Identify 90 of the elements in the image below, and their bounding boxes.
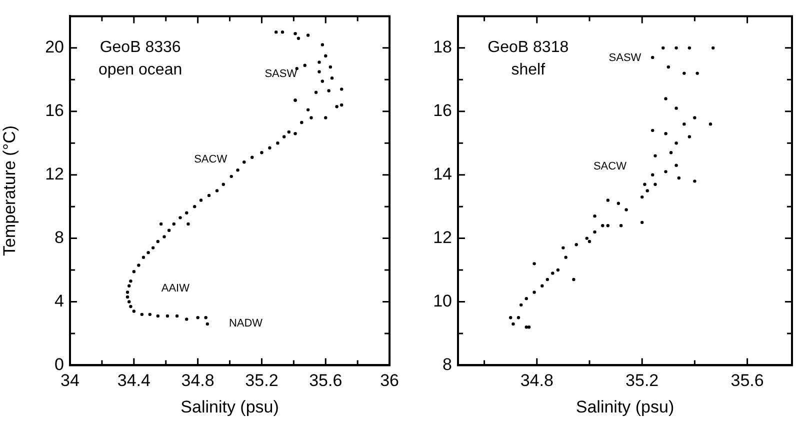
annotation: SACW — [194, 153, 228, 166]
y-axis-title: Temperature (°C) — [0, 125, 19, 256]
point — [574, 243, 578, 246]
annotation: open ocean — [98, 62, 182, 79]
x-axis-title: Salinity (psu) — [180, 397, 279, 416]
point — [664, 170, 668, 174]
point — [601, 224, 604, 228]
point — [551, 272, 554, 275]
point — [651, 56, 654, 60]
point — [674, 46, 678, 50]
y-tick-label: 10 — [433, 291, 452, 310]
y-tick-label: 0 — [54, 354, 64, 374]
point — [606, 198, 610, 202]
point — [651, 128, 654, 132]
point — [532, 262, 536, 266]
point — [646, 189, 649, 192]
annotation: SASW — [608, 52, 642, 64]
point — [588, 240, 592, 244]
annotation: SACW — [593, 160, 628, 172]
point — [532, 290, 536, 294]
point — [654, 182, 657, 186]
point — [662, 46, 665, 50]
x-tick-label: 34 — [60, 371, 80, 390]
point — [640, 195, 644, 199]
annotation: shelf — [511, 62, 546, 79]
y-tick-label: 12 — [433, 228, 452, 247]
y-tick-label: 14 — [433, 164, 452, 184]
annotation: AAIW — [161, 282, 190, 294]
point — [688, 135, 692, 138]
x-tick-label: 34.4 — [117, 371, 150, 390]
point — [693, 180, 696, 183]
point — [664, 132, 668, 136]
point — [562, 246, 565, 250]
point — [674, 142, 678, 145]
point — [509, 316, 512, 320]
point — [708, 122, 712, 126]
y-tick-label: 20 — [45, 38, 64, 57]
point — [606, 224, 610, 228]
point — [682, 122, 686, 126]
point — [654, 154, 657, 158]
y-tick-label: 16 — [433, 101, 452, 120]
annotation: NADW — [228, 317, 264, 330]
point — [674, 164, 678, 167]
x-tick-label: 34.8 — [181, 371, 214, 390]
x-tick-label: 35.2 — [626, 371, 659, 390]
point — [619, 224, 623, 228]
point — [546, 278, 550, 282]
point — [664, 97, 668, 100]
point — [540, 284, 544, 288]
point — [696, 72, 699, 75]
point — [524, 296, 528, 300]
point — [640, 220, 644, 224]
point — [524, 326, 528, 329]
point — [651, 173, 654, 176]
point — [593, 214, 596, 218]
annotation: GeoB 8318 — [488, 39, 569, 56]
x-tick-label: 34.8 — [520, 371, 554, 390]
point — [712, 46, 715, 50]
x-tick-label: 35.6 — [309, 371, 342, 390]
point — [688, 46, 692, 50]
point — [593, 230, 596, 234]
point — [616, 202, 620, 205]
point — [643, 182, 646, 186]
point — [585, 236, 588, 240]
y-tick-label: 16 — [45, 101, 64, 120]
x-axis-title: Salinity (psu) — [576, 397, 674, 416]
point — [674, 106, 678, 110]
y-tick-label: 12 — [45, 164, 64, 184]
y-tick-label: 18 — [433, 38, 452, 57]
point — [564, 256, 568, 259]
point — [677, 176, 681, 180]
x-tick-label: 35.6 — [730, 371, 764, 390]
point — [624, 208, 628, 212]
y-tick-label: 4 — [54, 291, 64, 310]
annotation: GeoB 8336 — [100, 39, 181, 56]
point — [666, 65, 670, 69]
point — [682, 72, 686, 75]
point — [527, 326, 531, 329]
y-tick-label: 8 — [442, 354, 452, 374]
point — [516, 316, 520, 320]
point — [669, 151, 673, 154]
point — [520, 303, 523, 307]
point — [693, 116, 696, 120]
x-tick-label: 35.2 — [245, 371, 278, 390]
y-tick-label: 8 — [54, 228, 64, 247]
point — [512, 322, 515, 326]
annotation: SASW — [264, 68, 298, 80]
point — [572, 278, 576, 282]
point — [556, 268, 560, 272]
x-tick-label: 36 — [380, 371, 400, 390]
